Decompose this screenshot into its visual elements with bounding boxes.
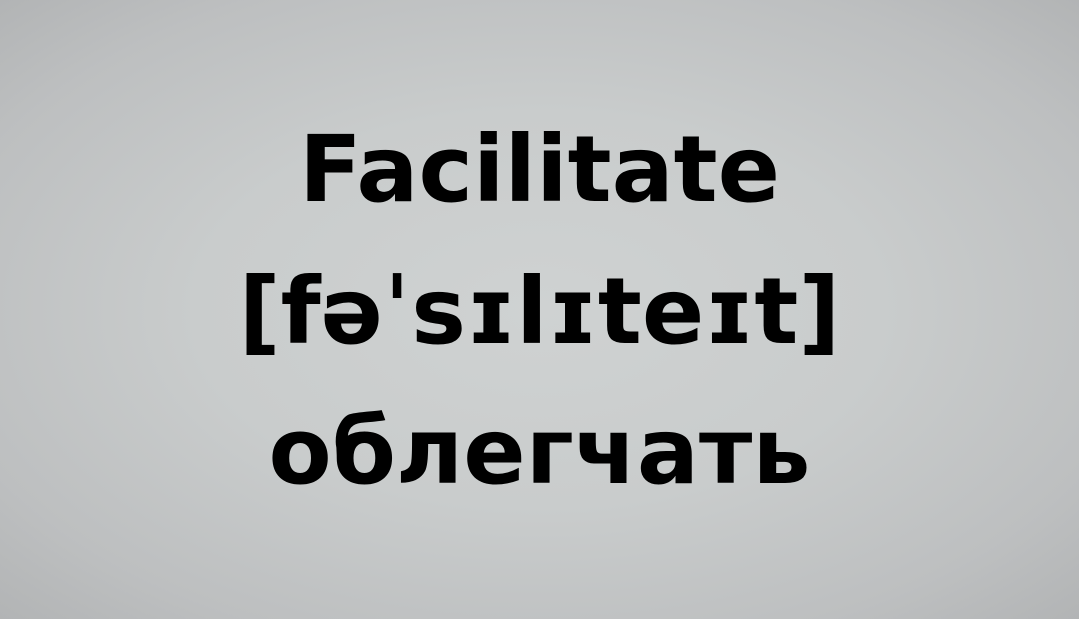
russian-translation: облегчать (268, 397, 811, 505)
phonetic-transcription: [fəˈsɪlɪteɪt] (238, 257, 841, 365)
english-word: Facilitate (298, 115, 781, 223)
